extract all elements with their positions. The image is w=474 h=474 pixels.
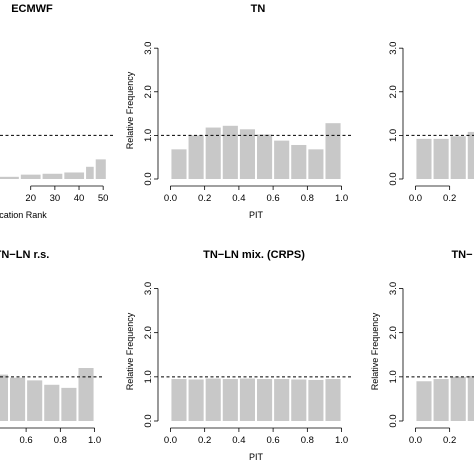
x-tick-label: 20: [25, 193, 36, 204]
histogram-bar: [467, 375, 474, 421]
histogram-bar: [86, 166, 94, 179]
histogram-bar: [291, 379, 307, 421]
y-tick-label: 1.0: [143, 129, 154, 142]
x-tick-label: 30: [50, 193, 61, 204]
histogram-bar: [467, 131, 474, 179]
y-axis-label: Relative Frequency: [125, 71, 135, 149]
histogram-bar: [450, 376, 466, 421]
histogram-bar: [257, 379, 273, 421]
x-tick-label: 0.2: [443, 193, 456, 204]
x-tick-label: 0.8: [301, 193, 314, 204]
y-tick-label: 3.0: [143, 282, 154, 295]
histogram-bar: [44, 384, 60, 421]
y-tick-label: 2.0: [388, 85, 399, 98]
histogram-bar: [171, 149, 187, 179]
x-tick-label: 0.6: [267, 435, 280, 446]
y-tick-label: 1.0: [388, 129, 399, 142]
histogram-bar: [433, 379, 449, 421]
x-tick-label: 0.6: [20, 435, 33, 446]
histogram-bar: [188, 135, 204, 179]
x-tick-label: 0.0: [164, 435, 177, 446]
x-tick-label: 50: [98, 193, 109, 204]
x-axis-label: Location Rank: [0, 210, 47, 220]
histogram-bar: [222, 379, 238, 421]
histogram-bar: [416, 138, 432, 179]
x-tick-label: 0.2: [443, 435, 456, 446]
y-tick-label: 2.0: [143, 326, 154, 339]
histogram-bar: [0, 176, 19, 179]
histogram-bar: [64, 172, 85, 179]
x-tick-label: 0.6: [267, 193, 280, 204]
histogram-bar: [10, 377, 26, 421]
y-axis-label: Relative Frequency: [125, 312, 135, 390]
histogram-bar: [27, 380, 43, 421]
panel-title: TN−LN mix. (CRPS): [203, 249, 305, 261]
histogram-bar: [20, 174, 41, 179]
histogram-bar: [291, 144, 307, 179]
y-tick-label: 2.0: [143, 85, 154, 98]
histogram-bar: [205, 378, 221, 421]
x-tick-label: 0.4: [232, 193, 245, 204]
x-tick-label: 0.2: [198, 193, 211, 204]
x-tick-label: 40: [74, 193, 85, 204]
y-axis-label: Relative Frequency: [370, 312, 380, 390]
histogram-bar: [274, 140, 290, 179]
panel-title: ECMWF: [11, 3, 53, 15]
histogram-bar: [171, 379, 187, 421]
histogram-bar: [325, 123, 341, 179]
y-tick-label: 0.0: [388, 172, 399, 185]
histogram-bar: [188, 379, 204, 421]
x-axis-label: PIT: [249, 452, 264, 462]
y-tick-label: 0.0: [143, 414, 154, 427]
histogram-bar: [325, 379, 341, 421]
histogram-bar: [239, 129, 255, 179]
panel-title: TN−: [451, 249, 472, 261]
histogram-bar: [433, 138, 449, 179]
histogram-bar: [450, 136, 466, 179]
x-tick-label: 0.0: [164, 193, 177, 204]
x-tick-label: 0.2: [198, 435, 211, 446]
histogram-bar: [95, 159, 106, 179]
histogram-bar: [257, 134, 273, 179]
x-tick-label: 1.0: [335, 435, 348, 446]
histogram-bar: [205, 127, 221, 179]
y-tick-label: 3.0: [388, 282, 399, 295]
x-tick-label: 1.0: [335, 193, 348, 204]
y-tick-label: 0.0: [388, 414, 399, 427]
histogram-bar: [222, 125, 238, 179]
histogram-bar: [308, 149, 324, 179]
histogram-bar: [308, 379, 324, 421]
panel-title: TN−LN r.s.: [0, 249, 49, 261]
y-tick-label: 3.0: [388, 42, 399, 55]
histogram-bar: [42, 173, 63, 179]
histogram-bar: [416, 381, 432, 421]
x-tick-label: 0.0: [409, 435, 422, 446]
y-tick-label: 0.0: [143, 172, 154, 185]
x-tick-label: 1.0: [88, 435, 101, 446]
panel-title: TN: [251, 3, 266, 15]
histogram-bar: [61, 387, 77, 421]
histogram-bar: [78, 368, 94, 421]
x-tick-label: 0.8: [54, 435, 67, 446]
histogram-bar: [274, 379, 290, 421]
y-tick-label: 2.0: [388, 326, 399, 339]
x-tick-label: 0.4: [232, 435, 245, 446]
x-tick-label: 0.8: [301, 435, 314, 446]
x-tick-label: 0.0: [409, 193, 422, 204]
histogram-bar: [239, 378, 255, 421]
histogram-bar: [0, 374, 9, 421]
y-tick-label: 1.0: [143, 370, 154, 383]
y-tick-label: 1.0: [388, 370, 399, 383]
x-axis-label: PIT: [249, 210, 264, 220]
y-tick-label: 3.0: [143, 42, 154, 55]
